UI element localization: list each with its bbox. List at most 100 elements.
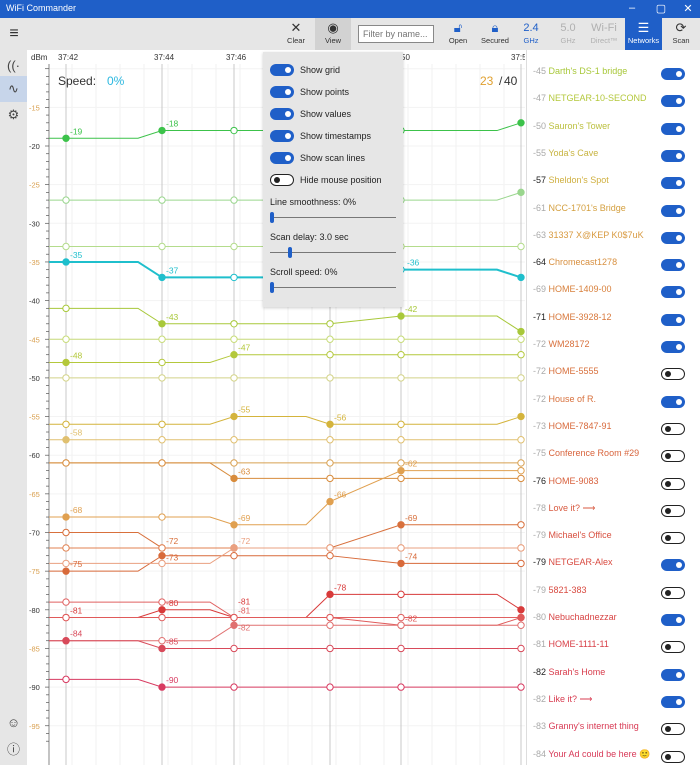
data-point[interactable]	[158, 683, 166, 691]
data-point[interactable]	[397, 335, 405, 343]
data-point[interactable]	[62, 637, 70, 645]
data-point[interactable]	[158, 513, 166, 521]
network-toggle[interactable]	[661, 450, 685, 463]
slider-thumb[interactable]	[270, 282, 274, 293]
data-point[interactable]	[158, 420, 166, 428]
data-point[interactable]	[517, 273, 525, 282]
network-item[interactable]: -79 5821-383	[533, 585, 699, 605]
view-option[interactable]: Show points	[270, 84, 349, 98]
data-point[interactable]	[326, 544, 334, 552]
view-option[interactable]: Hide mouse position	[270, 172, 382, 186]
data-point[interactable]	[158, 126, 166, 135]
data-point[interactable]	[62, 598, 70, 606]
data-point[interactable]	[517, 644, 525, 653]
network-item[interactable]: -82 Sarah's Home	[533, 667, 699, 687]
network-toggle[interactable]	[661, 668, 685, 681]
data-point[interactable]	[62, 544, 70, 552]
data-point[interactable]	[62, 613, 70, 622]
data-point[interactable]	[326, 644, 334, 653]
data-point[interactable]	[62, 335, 70, 343]
data-point[interactable]	[517, 606, 525, 614]
data-point[interactable]	[517, 474, 525, 483]
data-point[interactable]	[517, 188, 525, 197]
network-toggle[interactable]	[661, 122, 685, 135]
band-5-0-button[interactable]: 5.0 GHz	[560, 22, 576, 45]
scan-delay-slider[interactable]	[270, 247, 396, 258]
data-point[interactable]	[62, 567, 70, 575]
data-point[interactable]	[62, 436, 70, 444]
data-point[interactable]	[397, 590, 405, 599]
data-point[interactable]	[326, 436, 334, 444]
data-point[interactable]	[326, 551, 334, 560]
network-item[interactable]: -64 Chromecast1278	[533, 257, 699, 277]
network-toggle[interactable]	[661, 750, 685, 763]
data-point[interactable]	[62, 196, 70, 204]
data-point[interactable]	[397, 351, 405, 359]
view-option[interactable]: Show scan lines	[270, 150, 365, 164]
data-point[interactable]	[62, 513, 70, 521]
data-point[interactable]	[62, 242, 70, 251]
data-point[interactable]	[397, 474, 405, 483]
data-point[interactable]	[517, 683, 525, 691]
data-point[interactable]	[397, 374, 405, 382]
data-point[interactable]	[230, 320, 238, 328]
line-smoothness-slider[interactable]	[270, 212, 396, 223]
data-point[interactable]	[158, 644, 166, 653]
data-point[interactable]	[326, 374, 334, 382]
data-point[interactable]	[517, 374, 525, 382]
filter-input[interactable]	[358, 25, 434, 43]
view-button[interactable]: ◉ View	[315, 18, 351, 50]
data-point[interactable]	[397, 613, 405, 622]
info-icon[interactable]: ⓘ	[6, 742, 20, 757]
clear-button[interactable]: ✕ Clear	[282, 18, 310, 50]
data-point[interactable]	[397, 683, 405, 691]
data-point[interactable]	[517, 466, 525, 475]
network-item[interactable]: -72 House of R.	[533, 394, 699, 414]
data-point[interactable]	[230, 412, 238, 421]
network-toggle[interactable]	[661, 286, 685, 299]
chart-icon[interactable]: ∿	[0, 76, 27, 102]
network-toggle[interactable]	[661, 504, 685, 517]
network-toggle[interactable]	[661, 422, 685, 435]
network-toggle[interactable]	[661, 177, 685, 190]
data-point[interactable]	[326, 683, 334, 691]
slider-thumb[interactable]	[270, 212, 274, 223]
network-item[interactable]: -71 HOME-3928-12	[533, 312, 699, 332]
network-item[interactable]: -69 HOME-1409-00	[533, 284, 699, 304]
data-point[interactable]	[230, 644, 238, 653]
data-point[interactable]	[230, 521, 238, 529]
data-point[interactable]	[517, 327, 525, 336]
network-toggle[interactable]	[661, 231, 685, 244]
toggle-switch[interactable]	[270, 174, 294, 186]
maximize-button[interactable]: ▢	[655, 3, 667, 15]
scan-button[interactable]: ⟳ Scan	[665, 18, 697, 50]
data-point[interactable]	[230, 351, 238, 359]
data-point[interactable]	[326, 420, 334, 428]
data-point[interactable]	[517, 521, 525, 529]
data-point[interactable]	[326, 590, 334, 599]
data-point[interactable]	[326, 497, 334, 506]
data-point[interactable]	[326, 351, 334, 359]
data-point[interactable]	[230, 621, 238, 629]
data-point[interactable]	[397, 521, 405, 529]
data-point[interactable]	[158, 436, 166, 444]
data-point[interactable]	[62, 528, 70, 537]
data-point[interactable]	[230, 126, 238, 135]
data-point[interactable]	[158, 374, 166, 382]
network-toggle[interactable]	[661, 313, 685, 326]
data-point[interactable]	[397, 644, 405, 653]
network-item[interactable]: -73 HOME-7847-91	[533, 421, 699, 441]
data-point[interactable]	[397, 459, 405, 467]
network-toggle[interactable]	[661, 259, 685, 272]
data-point[interactable]	[517, 242, 525, 251]
data-point[interactable]	[230, 374, 238, 382]
data-point[interactable]	[158, 358, 166, 367]
data-point[interactable]	[230, 436, 238, 444]
data-point[interactable]	[517, 559, 525, 568]
data-point[interactable]	[230, 335, 238, 343]
data-point[interactable]	[62, 374, 70, 382]
data-point[interactable]	[158, 242, 166, 251]
data-point[interactable]	[397, 312, 405, 320]
network-toggle[interactable]	[661, 395, 685, 408]
data-point[interactable]	[62, 358, 70, 367]
